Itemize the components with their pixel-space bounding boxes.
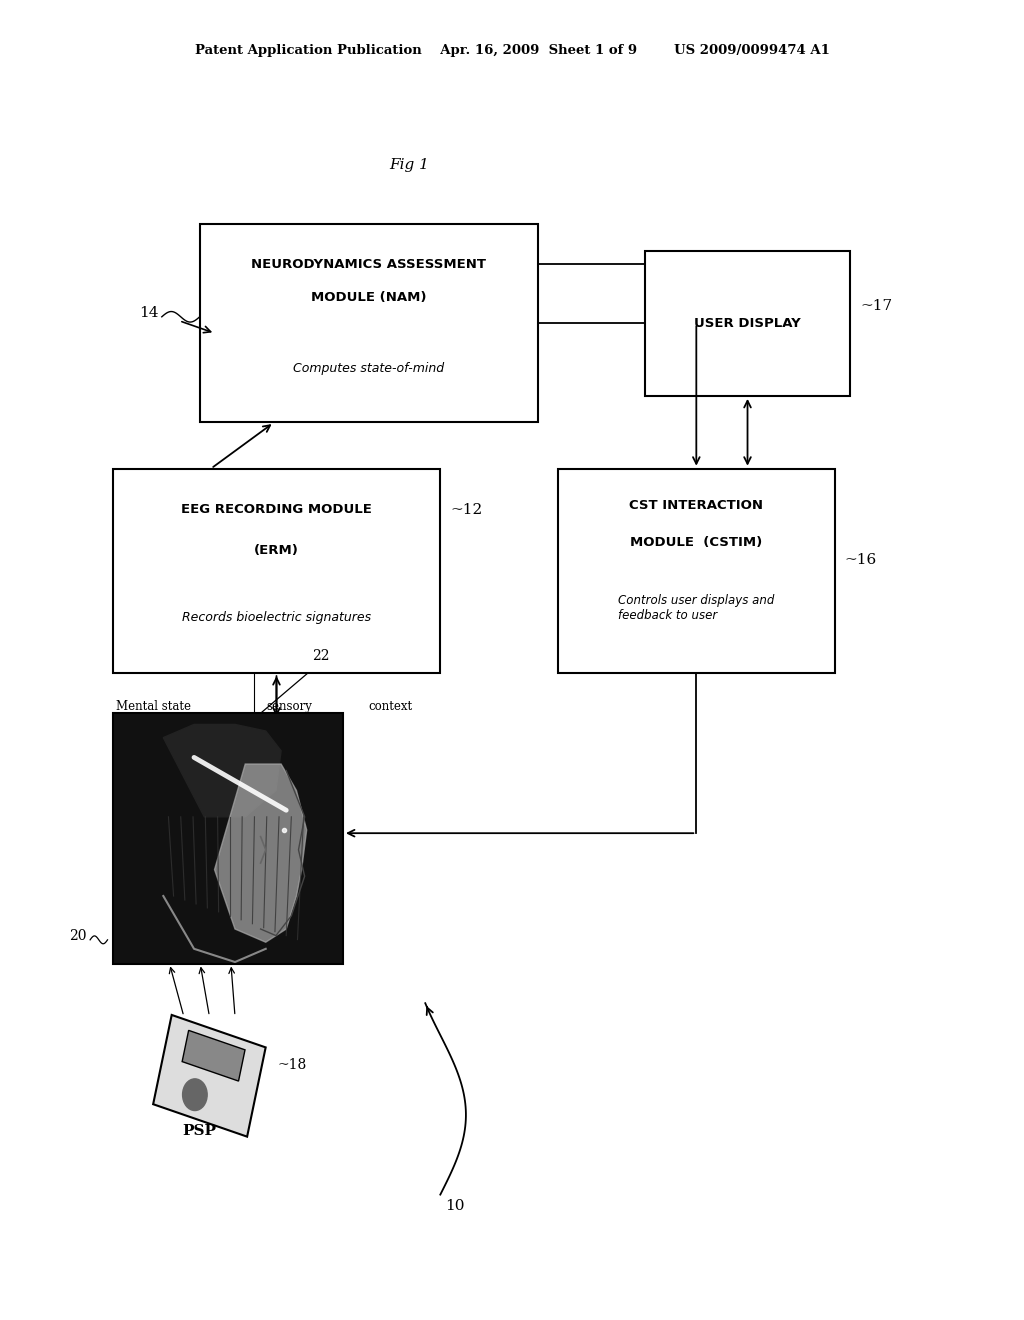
Text: PSP: PSP: [182, 1125, 216, 1138]
Text: ~16: ~16: [845, 553, 877, 568]
Polygon shape: [164, 725, 281, 817]
Text: NEURODYNAMICS ASSESSMENT: NEURODYNAMICS ASSESSMENT: [251, 257, 486, 271]
Text: Computes state-of-mind: Computes state-of-mind: [293, 363, 444, 375]
Text: Fig 1: Fig 1: [390, 158, 429, 172]
Text: ~12: ~12: [451, 503, 482, 516]
FancyBboxPatch shape: [645, 251, 850, 396]
FancyBboxPatch shape: [113, 713, 343, 964]
Text: EEG RECORDING MODULE: EEG RECORDING MODULE: [181, 503, 372, 516]
Text: (ERM): (ERM): [254, 544, 299, 557]
Text: CST INTERACTION: CST INTERACTION: [630, 499, 763, 512]
Text: ~17: ~17: [860, 300, 892, 313]
Text: Patent Application Publication    Apr. 16, 2009  Sheet 1 of 9        US 2009/009: Patent Application Publication Apr. 16, …: [195, 44, 829, 57]
Text: 22: 22: [312, 649, 330, 663]
FancyBboxPatch shape: [200, 224, 538, 422]
Text: Mental state: Mental state: [116, 700, 190, 713]
Text: MODULE  (CSTIM): MODULE (CSTIM): [630, 536, 763, 549]
Text: sensory: sensory: [266, 700, 312, 713]
Text: Controls user displays and
feedback to user: Controls user displays and feedback to u…: [618, 594, 774, 622]
Text: 14: 14: [139, 306, 159, 319]
Text: Records bioelectric signatures: Records bioelectric signatures: [182, 611, 371, 624]
Text: MODULE (NAM): MODULE (NAM): [311, 292, 426, 304]
Polygon shape: [154, 1015, 265, 1137]
Text: 20: 20: [70, 929, 87, 942]
FancyBboxPatch shape: [558, 469, 835, 673]
Text: ~18: ~18: [278, 1059, 307, 1072]
FancyBboxPatch shape: [113, 469, 440, 673]
Text: 10: 10: [445, 1200, 465, 1213]
Circle shape: [182, 1078, 207, 1110]
Polygon shape: [182, 1031, 245, 1081]
Text: USER DISPLAY: USER DISPLAY: [694, 317, 801, 330]
Polygon shape: [215, 764, 307, 942]
Text: context: context: [369, 700, 413, 713]
